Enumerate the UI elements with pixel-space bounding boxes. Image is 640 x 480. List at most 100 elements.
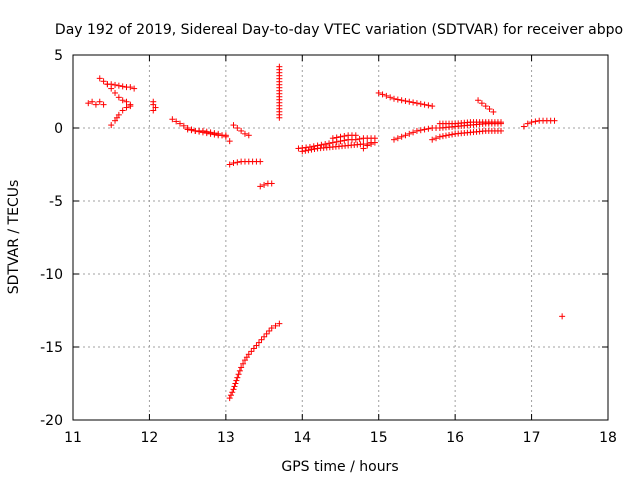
data-point xyxy=(439,133,446,140)
data-point xyxy=(236,367,243,374)
y-tick-label: -5 xyxy=(49,194,63,210)
data-points xyxy=(85,63,566,402)
y-tick-label: -20 xyxy=(40,413,63,429)
data-point xyxy=(394,96,401,103)
data-point xyxy=(230,160,237,167)
data-point xyxy=(528,119,535,126)
data-point xyxy=(402,132,409,139)
data-point xyxy=(169,116,176,123)
data-point xyxy=(410,99,417,106)
data-point xyxy=(173,118,180,125)
data-point xyxy=(329,135,336,142)
data-point xyxy=(119,107,126,114)
data-point xyxy=(498,119,504,126)
data-point xyxy=(305,147,312,154)
data-point xyxy=(261,333,268,340)
data-point xyxy=(398,133,405,140)
data-point xyxy=(115,111,122,118)
data-point xyxy=(387,94,394,101)
data-point xyxy=(475,97,482,104)
data-point xyxy=(406,130,413,137)
data-point xyxy=(115,82,122,89)
data-point xyxy=(478,100,485,107)
data-point xyxy=(248,348,255,355)
axis-ticks: 11 12 13 14 15 16 17 18 5 0 -5 -10 -15 -20 xyxy=(40,48,617,446)
data-point xyxy=(85,100,92,107)
data-point xyxy=(192,127,199,134)
data-point xyxy=(235,371,242,378)
data-point xyxy=(233,377,240,384)
data-point xyxy=(272,322,279,329)
data-point xyxy=(96,98,103,105)
data-point xyxy=(230,122,237,129)
data-point xyxy=(119,97,126,104)
data-point xyxy=(532,118,539,125)
data-point xyxy=(433,135,440,142)
x-tick-label: 16 xyxy=(446,430,464,446)
y-tick-label: -15 xyxy=(40,340,63,356)
data-point xyxy=(446,132,453,139)
data-point xyxy=(413,127,420,134)
data-point xyxy=(241,130,248,137)
data-point xyxy=(245,132,252,139)
data-point xyxy=(337,133,344,140)
data-point xyxy=(322,141,329,148)
data-point xyxy=(253,342,260,349)
data-point xyxy=(310,143,317,150)
data-point xyxy=(234,125,241,131)
grid xyxy=(73,55,608,420)
data-point xyxy=(276,114,283,121)
y-tick-label: 0 xyxy=(54,121,63,137)
data-point xyxy=(391,136,397,143)
data-point xyxy=(421,126,428,133)
data-point xyxy=(429,103,436,110)
data-point xyxy=(356,135,363,142)
data-point xyxy=(234,159,241,166)
data-point xyxy=(150,107,157,114)
x-tick-label: 15 xyxy=(370,430,388,446)
data-point xyxy=(184,126,191,133)
data-point xyxy=(261,181,268,188)
data-point xyxy=(391,95,397,102)
data-point xyxy=(410,129,417,136)
data-point xyxy=(89,98,96,105)
data-point xyxy=(211,131,218,138)
data-point xyxy=(188,127,195,134)
data-point xyxy=(486,106,493,113)
data-point xyxy=(96,75,103,82)
data-point xyxy=(238,127,245,134)
data-point xyxy=(227,392,234,399)
data-point xyxy=(250,345,257,352)
data-point xyxy=(398,97,405,104)
data-point xyxy=(119,83,126,90)
data-point xyxy=(100,78,107,85)
data-point xyxy=(352,132,359,139)
data-point xyxy=(231,383,238,390)
data-point xyxy=(230,386,237,393)
data-point xyxy=(100,101,107,108)
data-point xyxy=(449,131,456,138)
data-point xyxy=(222,132,229,139)
y-tick-label: -10 xyxy=(40,267,63,283)
y-axis-label: SDTVAR / TECUs xyxy=(6,180,22,295)
data-point xyxy=(255,339,262,346)
data-point xyxy=(268,180,275,187)
data-point xyxy=(308,146,315,153)
data-point xyxy=(92,101,99,108)
data-point xyxy=(257,158,264,165)
data-point xyxy=(498,127,504,134)
data-point xyxy=(257,183,264,190)
data-point xyxy=(406,98,413,105)
data-point xyxy=(112,81,119,88)
data-point xyxy=(360,145,367,152)
x-tick-label: 12 xyxy=(141,430,159,446)
data-point xyxy=(429,136,436,143)
data-point xyxy=(203,130,210,137)
data-point xyxy=(276,320,283,327)
data-point xyxy=(112,89,119,96)
data-point xyxy=(421,101,428,108)
data-point xyxy=(379,91,386,98)
data-point xyxy=(229,389,236,396)
data-point xyxy=(436,133,443,140)
